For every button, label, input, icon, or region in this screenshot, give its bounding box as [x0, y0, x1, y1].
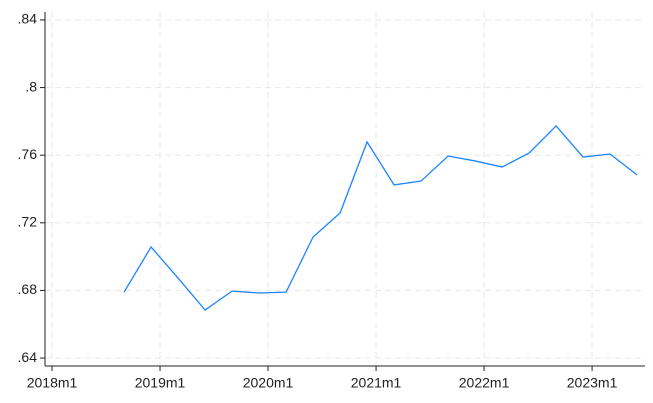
y-tick-label: .76 [18, 146, 38, 162]
y-tick-label: .84 [18, 11, 38, 27]
x-tick-label: 2023m1 [567, 375, 618, 391]
x-tick-label: 2022m1 [459, 375, 510, 391]
y-tick-label: .8 [25, 78, 37, 94]
y-tick-label: .68 [18, 281, 38, 297]
y-tick-label: .72 [18, 214, 38, 230]
x-tick-label: 2019m1 [135, 375, 186, 391]
x-tick-label: 2020m1 [243, 375, 294, 391]
data-line [123, 124, 638, 311]
x-tick-label: 2021m1 [351, 375, 402, 391]
y-tick-label: .64 [18, 349, 38, 365]
x-tick-label: 2018m1 [27, 375, 78, 391]
